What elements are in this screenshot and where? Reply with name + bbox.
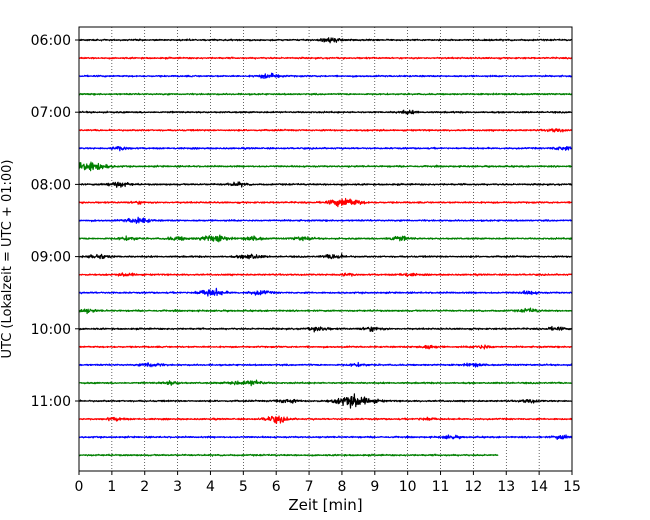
trace-0900 (78, 253, 573, 260)
x-tick-label: 10 (399, 479, 417, 495)
x-tick-label: 9 (370, 479, 379, 495)
traces (78, 37, 573, 457)
trace-0800 (78, 181, 573, 188)
x-tick-label: 6 (272, 479, 281, 495)
y-tick-label: 10:00 (31, 322, 71, 338)
trace-1145 (78, 453, 499, 457)
x-tick-label: 5 (239, 479, 248, 495)
trace-0815 (78, 197, 573, 208)
trace-0615 (78, 56, 573, 60)
trace-0715 (78, 128, 573, 133)
y-tick-label: 09:00 (31, 250, 71, 266)
x-axis-label: Zeit [min] (288, 496, 362, 514)
y-tick-label: 06:00 (31, 33, 71, 49)
trace-1130 (78, 434, 573, 441)
x-tick-label: 7 (305, 479, 314, 495)
x-tick-label: 8 (337, 479, 346, 495)
x-tick-label: 13 (497, 479, 515, 495)
trace-0930 (78, 287, 573, 297)
trace-0945 (78, 307, 573, 315)
y-tick-label: 07:00 (31, 105, 71, 121)
trace-1030 (78, 361, 573, 368)
trace-0915 (78, 272, 573, 278)
x-tick-label: 2 (140, 479, 149, 495)
trace-0700 (78, 109, 573, 116)
trace-1015 (78, 344, 573, 350)
trace-0630 (78, 72, 573, 80)
trace-0745 (78, 161, 573, 172)
x-tick-label: 4 (206, 479, 215, 495)
y-tick-label: 11:00 (31, 394, 71, 410)
trace-0845 (78, 234, 573, 243)
trace-0645 (78, 92, 573, 96)
grid-lines (111, 27, 540, 471)
trace-0830 (78, 216, 573, 224)
x-tick-label: 3 (173, 479, 182, 495)
y-ticks: 06:00 07:00 08:00 09:00 10:00 11:00 (31, 33, 79, 410)
x-tick-label: 11 (432, 479, 450, 495)
axes-frame (78, 26, 573, 472)
x-tick-label: 12 (464, 479, 482, 495)
x-tick-label: 1 (107, 479, 116, 495)
y-axis-label: UTC (Lokalzeit = UTC + 01:00) (0, 160, 15, 359)
x-tick-label: 15 (563, 479, 581, 495)
trace-1045 (78, 379, 573, 387)
x-tick-label: 14 (530, 479, 548, 495)
trace-1115 (78, 415, 573, 424)
trace-0600 (78, 37, 573, 44)
y-tick-label: 08:00 (31, 177, 71, 193)
trace-1100 (78, 393, 573, 409)
x-ticks: 0 1 2 3 4 5 6 7 8 9 10 11 12 13 14 15 (75, 471, 581, 495)
trace-0730 (78, 145, 573, 152)
trace-1000 (78, 325, 573, 333)
x-tick-label: 0 (75, 479, 84, 495)
